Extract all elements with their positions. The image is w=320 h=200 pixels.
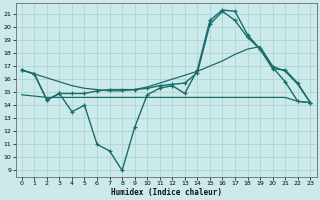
X-axis label: Humidex (Indice chaleur): Humidex (Indice chaleur) bbox=[110, 188, 221, 197]
